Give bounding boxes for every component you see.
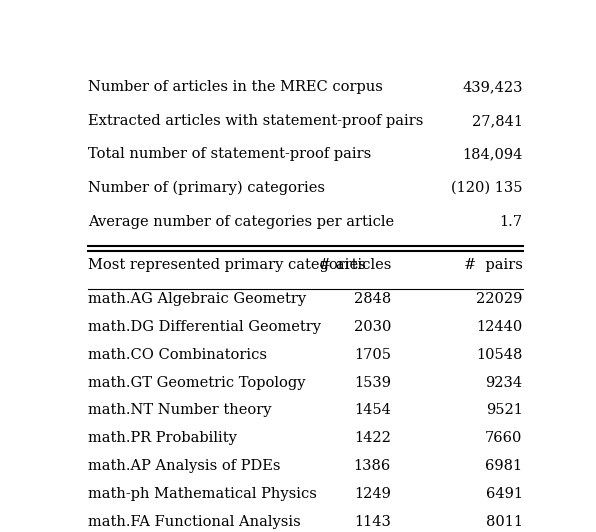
Text: 12440: 12440 xyxy=(476,320,523,334)
Text: 1143: 1143 xyxy=(354,515,391,529)
Text: Extracted articles with statement-proof pairs: Extracted articles with statement-proof … xyxy=(88,114,424,128)
Text: 7660: 7660 xyxy=(485,431,523,445)
Text: 1539: 1539 xyxy=(354,376,391,389)
Text: 22029: 22029 xyxy=(476,292,523,306)
Text: 9234: 9234 xyxy=(485,376,523,389)
Text: 1454: 1454 xyxy=(354,403,391,418)
Text: 6491: 6491 xyxy=(486,487,523,501)
Text: 10548: 10548 xyxy=(476,348,523,362)
Text: math-ph Mathematical Physics: math-ph Mathematical Physics xyxy=(88,487,317,501)
Text: 1.7: 1.7 xyxy=(499,214,523,229)
Text: math.GT Geometric Topology: math.GT Geometric Topology xyxy=(88,376,306,389)
Text: (120) 135: (120) 135 xyxy=(451,181,523,195)
Text: 8011: 8011 xyxy=(486,515,523,529)
Text: 1705: 1705 xyxy=(354,348,391,362)
Text: 2848: 2848 xyxy=(353,292,391,306)
Text: math.PR Probability: math.PR Probability xyxy=(88,431,237,445)
Text: Number of articles in the MREC corpus: Number of articles in the MREC corpus xyxy=(88,80,383,94)
Text: #  pairs: # pairs xyxy=(464,258,523,272)
Text: math.NT Number theory: math.NT Number theory xyxy=(88,403,272,418)
Text: Number of (primary) categories: Number of (primary) categories xyxy=(88,181,325,195)
Text: math.FA Functional Analysis: math.FA Functional Analysis xyxy=(88,515,301,529)
Text: math.DG Differential Geometry: math.DG Differential Geometry xyxy=(88,320,321,334)
Text: Total number of statement-proof pairs: Total number of statement-proof pairs xyxy=(88,147,372,161)
Text: Average number of categories per article: Average number of categories per article xyxy=(88,214,395,229)
Text: math.AG Algebraic Geometry: math.AG Algebraic Geometry xyxy=(88,292,306,306)
Text: math.AP Analysis of PDEs: math.AP Analysis of PDEs xyxy=(88,459,281,473)
Text: 1422: 1422 xyxy=(354,431,391,445)
Text: 1249: 1249 xyxy=(354,487,391,501)
Text: # articles: # articles xyxy=(318,258,391,272)
Text: 439,423: 439,423 xyxy=(462,80,523,94)
Text: 1386: 1386 xyxy=(353,459,391,473)
Text: 184,094: 184,094 xyxy=(462,147,523,161)
Text: math.CO Combinatorics: math.CO Combinatorics xyxy=(88,348,268,362)
Text: 6981: 6981 xyxy=(485,459,523,473)
Text: 9521: 9521 xyxy=(486,403,523,418)
Text: Most represented primary categories: Most represented primary categories xyxy=(88,258,366,272)
Text: 2030: 2030 xyxy=(353,320,391,334)
Text: 27,841: 27,841 xyxy=(471,114,523,128)
